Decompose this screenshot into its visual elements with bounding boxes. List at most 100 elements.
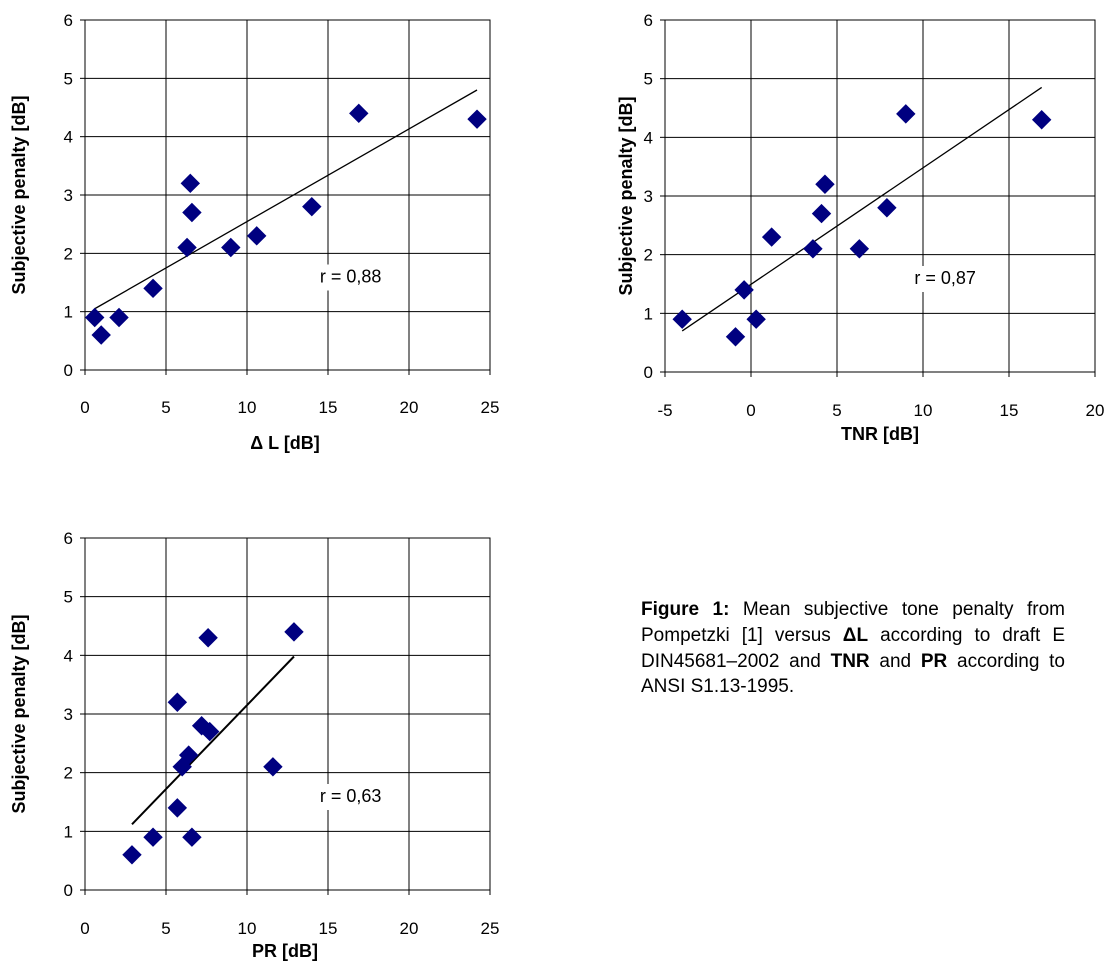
x-tick-label: 0 xyxy=(746,401,755,420)
y-tick-label: 0 xyxy=(64,881,73,900)
regression-line xyxy=(681,86,1043,332)
y-tick-label: 3 xyxy=(644,187,653,206)
data-point xyxy=(247,226,267,246)
data-point xyxy=(734,280,754,300)
x-axis-label: TNR [dB] xyxy=(841,424,919,444)
caption-figure-label: Figure 1: xyxy=(641,599,730,620)
data-point xyxy=(849,239,870,259)
x-tick-label: 10 xyxy=(238,919,257,938)
x-tick-label: 0 xyxy=(80,919,89,938)
y-tick-label: 4 xyxy=(64,646,73,665)
y-tick-label: 1 xyxy=(644,304,653,323)
caption-pr: PR xyxy=(920,650,948,672)
data-point xyxy=(180,173,201,194)
x-tick-label: 15 xyxy=(1000,401,1019,420)
data-point xyxy=(109,307,129,328)
data-point xyxy=(143,278,163,299)
annotation-background xyxy=(315,784,386,810)
data-point xyxy=(811,203,832,224)
data-point xyxy=(302,196,322,217)
data-point xyxy=(122,845,142,865)
caption-text-4: according to ANSI S1.13-1995. xyxy=(641,650,1065,698)
y-axis-label: Subjective penalty [dB] xyxy=(9,614,29,813)
y-tick-label: 2 xyxy=(644,246,653,265)
data-point xyxy=(263,757,283,777)
caption-delta-l: ΔL xyxy=(842,624,869,646)
x-axis-label: PR [dB] xyxy=(252,941,318,961)
x-tick-label: 20 xyxy=(1086,401,1105,420)
caption-text-2: according to draft E DIN45681–2002 and xyxy=(641,624,1065,672)
chart-1: 0 1 2 3 4 5 6 0 5 10 15 20 25 Δ L [dB] Subjective pena… xyxy=(9,11,499,453)
x-tick-label: 5 xyxy=(161,919,170,938)
data-point xyxy=(198,628,218,648)
y-tick-label: 0 xyxy=(64,361,73,380)
data-point xyxy=(167,798,188,818)
y-tick-label: 6 xyxy=(64,11,73,30)
correlation-annotation: r = 0,87 xyxy=(914,268,976,288)
x-tick-label: 0 xyxy=(80,398,89,417)
caption-text-1: Mean subjective tone penalty from Pompet… xyxy=(641,599,1065,646)
y-axis-label: Subjective penalty [dB] xyxy=(9,95,29,294)
x-tick-label: 5 xyxy=(161,398,170,417)
data-point xyxy=(182,827,202,847)
data-point xyxy=(167,692,188,712)
annotation-background xyxy=(315,264,386,291)
x-tick-label: 15 xyxy=(319,919,338,938)
caption-tnr: TNR xyxy=(830,650,870,672)
x-tick-label: -5 xyxy=(657,401,672,420)
data-point xyxy=(815,174,835,194)
data-point xyxy=(221,237,241,258)
data-point xyxy=(91,325,111,345)
y-tick-label: 2 xyxy=(64,244,73,263)
data-point xyxy=(761,227,782,247)
data-point xyxy=(746,309,766,329)
data-point xyxy=(1031,110,1052,130)
correlation-annotation: r = 0,63 xyxy=(320,786,382,806)
caption-text-3: and xyxy=(869,650,921,672)
y-tick-label: 6 xyxy=(644,11,653,30)
x-tick-label: 25 xyxy=(481,919,500,938)
data-point xyxy=(896,104,916,124)
data-point xyxy=(877,198,897,218)
y-tick-label: 0 xyxy=(644,363,653,382)
y-axis-label: Subjective penalty [dB] xyxy=(616,96,636,295)
data-point xyxy=(85,307,105,328)
y-tick-label: 2 xyxy=(64,764,73,783)
data-point xyxy=(284,622,304,642)
x-tick-label: 10 xyxy=(238,398,257,417)
y-tick-label: 1 xyxy=(64,822,73,841)
x-tick-label: 20 xyxy=(400,398,419,417)
y-tick-label: 4 xyxy=(644,128,653,147)
data-point xyxy=(803,239,823,259)
data-point xyxy=(349,103,369,124)
annotation-background xyxy=(910,266,980,292)
y-tick-label: 5 xyxy=(64,588,73,607)
y-tick-label: 5 xyxy=(64,69,73,88)
x-tick-label: 5 xyxy=(832,401,841,420)
figure-caption: Figure 1: Mean subjective tone penalty f… xyxy=(641,597,1065,700)
data-point xyxy=(178,745,199,765)
data-point xyxy=(143,827,163,847)
y-tick-label: 6 xyxy=(64,529,73,548)
regression-line xyxy=(94,89,478,310)
data-point xyxy=(725,327,746,347)
y-tick-label: 1 xyxy=(64,303,73,322)
x-tick-label: 15 xyxy=(319,398,338,417)
correlation-annotation: r = 0,88 xyxy=(320,267,382,287)
x-tick-label: 20 xyxy=(400,919,419,938)
y-tick-label: 3 xyxy=(64,186,73,205)
data-point xyxy=(177,237,197,258)
data-point xyxy=(672,309,692,329)
y-tick-label: 4 xyxy=(64,128,73,147)
data-point xyxy=(200,721,220,742)
data-point xyxy=(467,109,487,129)
chart-3: 0 1 2 3 4 5 6 0 5 10 15 20 25 PR [dB] Subjective penal… xyxy=(9,529,499,961)
y-tick-label: 5 xyxy=(644,70,653,89)
x-tick-label: 25 xyxy=(481,398,500,417)
x-axis-label: Δ L [dB] xyxy=(250,433,320,453)
regression-line xyxy=(131,655,295,825)
y-tick-label: 3 xyxy=(64,705,73,724)
x-tick-label: 10 xyxy=(914,401,933,420)
